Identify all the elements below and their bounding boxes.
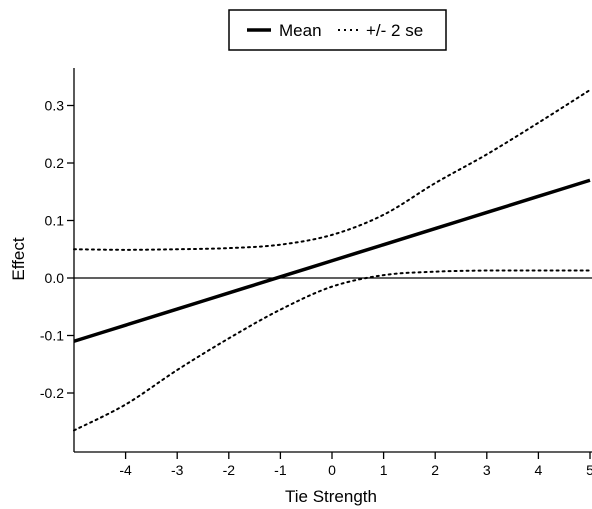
series-se-lower-line	[73, 269, 591, 432]
legend-mean-label: Mean	[279, 21, 322, 40]
axes: -0.2 -0.1 0.0 0.1 0.2 0.3 -4 -3 -2 -1 0 1 2 3 4 5	[40, 68, 592, 478]
y-axis-title: Effect	[9, 237, 28, 280]
y-tick-label: 0.3	[45, 98, 65, 114]
series-se-upper-line	[73, 88, 591, 251]
x-tick-label: -4	[119, 462, 132, 478]
y-tick-label: 0.2	[45, 155, 65, 171]
y-tick-label: -0.1	[40, 328, 64, 344]
x-axis-title: Tie Strength	[285, 487, 377, 506]
y-tick-label: 0.0	[45, 270, 65, 286]
y-tick-label: 0.1	[45, 213, 65, 229]
x-tick-label: 4	[535, 462, 543, 478]
x-tick-label: 2	[431, 462, 439, 478]
x-tick-label: -3	[171, 462, 184, 478]
x-tick-label: 5	[586, 462, 592, 478]
legend-se-label: +/- 2 se	[366, 21, 423, 40]
x-tick-label: -1	[274, 462, 287, 478]
x-tick-label: 3	[483, 462, 491, 478]
x-tick-label: 1	[380, 462, 388, 478]
series-mean-line	[73, 178, 591, 343]
x-tick-label: 0	[328, 462, 336, 478]
x-tick-label: -2	[223, 462, 236, 478]
y-tick-label: -0.2	[40, 385, 64, 401]
legend: Mean +/- 2 se	[228, 9, 447, 51]
plot-area	[73, 88, 592, 432]
